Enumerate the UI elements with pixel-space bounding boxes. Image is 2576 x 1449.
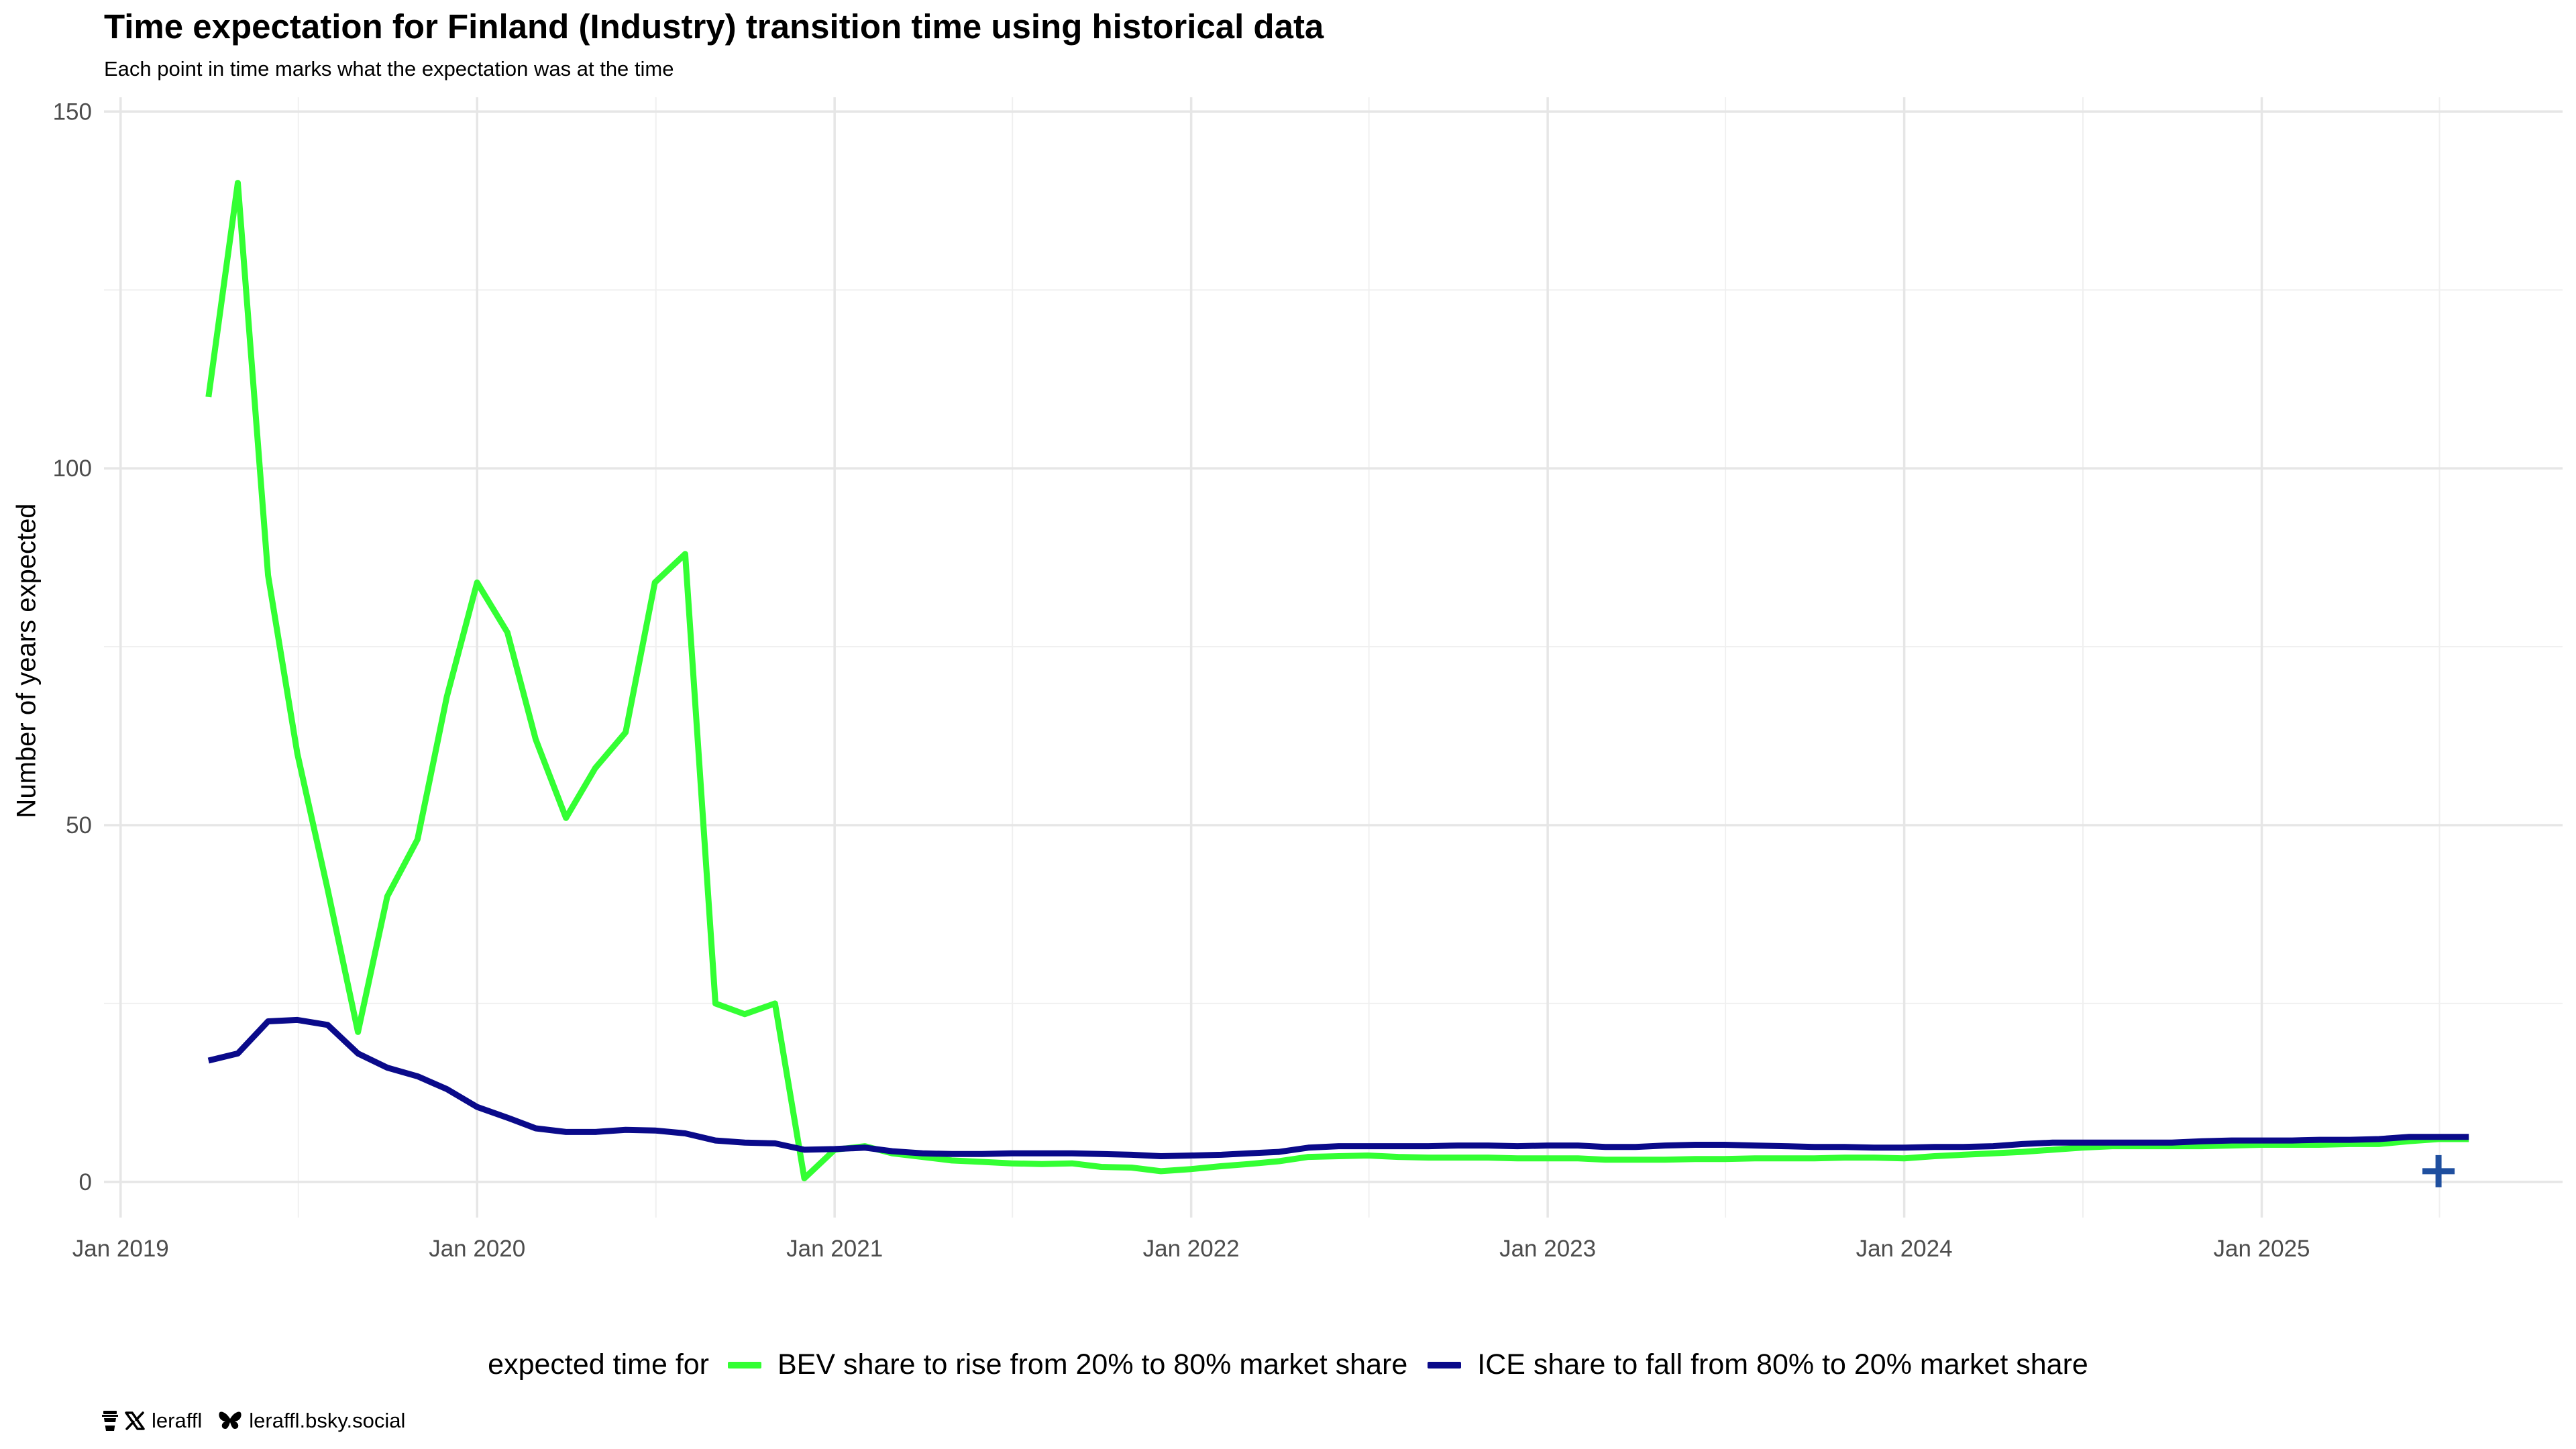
x-tick-label: Jan 2025 <box>2214 1236 2310 1262</box>
bsky-handle: leraffl.bsky.social <box>249 1409 406 1432</box>
legend-item-bev: BEV share to rise from 20% to 80% market… <box>728 1348 1407 1381</box>
x-tick-label: Jan 2019 <box>72 1236 169 1262</box>
legend-title: expected time for <box>488 1348 709 1381</box>
plus-marker <box>2422 1155 2455 1187</box>
legend-label-bev: BEV share to rise from 20% to 80% market… <box>777 1348 1408 1381</box>
chart-subtitle: Each point in time marks what the expect… <box>104 57 674 80</box>
x-tick-label: Jan 2021 <box>786 1236 883 1262</box>
x-tick-label: Jan 2024 <box>1856 1236 1953 1262</box>
x-handle: leraffl <box>152 1409 203 1432</box>
legend-key-ice <box>1428 1361 1462 1368</box>
y-tick-labels: 0 50 100 150 <box>53 99 92 1195</box>
series-line-ice <box>207 1016 2469 1159</box>
x-logo-icon <box>125 1411 145 1430</box>
series-line-bev <box>205 180 2469 1181</box>
coffee-icon <box>102 1411 118 1431</box>
x-tick-label: Jan 2023 <box>1499 1236 1596 1262</box>
x-tick-label: Jan 2022 <box>1143 1236 1240 1262</box>
series-layer <box>205 180 2469 1181</box>
x-tick-labels: Jan 2019 Jan 2020 Jan 2021 Jan 2022 Jan 2023… <box>72 1236 2310 1262</box>
legend-item-ice: ICE share to fall from 80% to 20% market… <box>1428 1348 2088 1381</box>
y-tick-label: 150 <box>53 99 92 125</box>
chart-title: Time expectation for Finland (Industry) … <box>104 7 1324 46</box>
credits: leraffl leraffl.bsky.social <box>102 1409 405 1433</box>
grid-minor <box>104 97 2563 1218</box>
legend: expected time for BEV share to rise from… <box>0 1348 2576 1381</box>
y-tick-label: 100 <box>53 455 92 482</box>
y-tick-label: 0 <box>79 1169 92 1195</box>
butterfly-icon <box>218 1411 242 1431</box>
x-tick-label: Jan 2020 <box>429 1236 525 1262</box>
grid-major <box>104 97 2563 1218</box>
marker-layer <box>2422 1155 2455 1187</box>
legend-label-ice: ICE share to fall from 80% to 20% market… <box>1477 1348 2088 1381</box>
legend-key-bev <box>728 1361 761 1368</box>
y-tick-label: 50 <box>66 812 92 839</box>
